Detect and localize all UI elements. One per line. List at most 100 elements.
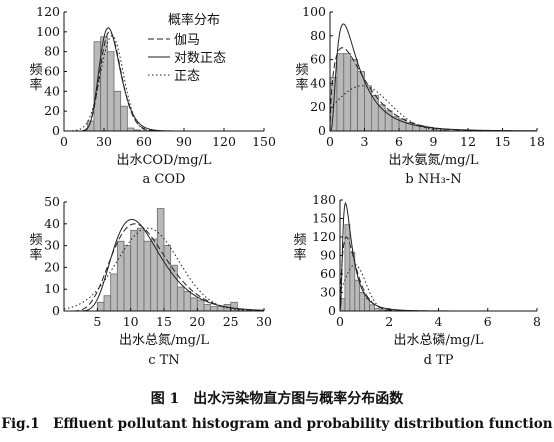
bar-nh3n-1 bbox=[336, 53, 345, 132]
ytick-tn-2: 20 bbox=[44, 259, 60, 274]
ytick-tp-4: 120 bbox=[312, 229, 336, 244]
ylabel-tn-0: 频 bbox=[29, 233, 42, 248]
axes-tp bbox=[339, 200, 537, 312]
panel-cod: 0 30 60 90 120 150 0 20 40 60 80 100 120 频率出水COD/mg/L… bbox=[29, 4, 275, 187]
ytick-cod-1: 20 bbox=[44, 103, 60, 118]
bar-tn-17 bbox=[210, 306, 218, 312]
xtick-cod-0: 0 bbox=[60, 134, 68, 149]
xtick-tp-4: 8 bbox=[533, 314, 541, 329]
ytick-cod-6: 120 bbox=[36, 4, 60, 19]
ytick-nh3n-3: 60 bbox=[310, 52, 326, 67]
xtick-nh3n-0: 0 bbox=[326, 134, 334, 149]
xtick-nh3n-1: 3 bbox=[361, 134, 369, 149]
xtick-tp-2: 4 bbox=[435, 314, 443, 329]
bar-cod-4 bbox=[113, 90, 122, 132]
ytick-tn-0: 0 bbox=[52, 303, 60, 318]
bar-tn-16 bbox=[203, 304, 212, 312]
legend-label-lognormal: 对数正态 bbox=[174, 51, 226, 66]
legend-entry-lognormal: 对数正态 bbox=[148, 51, 226, 66]
xtick-nh3n-4: 12 bbox=[460, 134, 476, 149]
xlabel-nh3n: 出水氨氮/mg/L bbox=[388, 153, 478, 168]
xtick-cod-2: 60 bbox=[136, 134, 152, 149]
legend-label-gamma: 伽马 bbox=[174, 33, 200, 48]
xtick-tn-1: 10 bbox=[123, 314, 139, 329]
ytick-tn-1: 10 bbox=[44, 281, 60, 296]
ytick-cod-3: 60 bbox=[44, 64, 60, 79]
ytick-cod-0: 0 bbox=[52, 123, 60, 138]
ytick-tn-5: 50 bbox=[44, 194, 60, 209]
curve-tp-lognormal bbox=[339, 201, 537, 312]
bar-cod-5 bbox=[120, 105, 128, 132]
xtick-tp-0: 0 bbox=[336, 314, 344, 329]
bar-tp-4 bbox=[359, 292, 366, 312]
xtick-nh3n-3: 9 bbox=[430, 134, 438, 149]
xtick-tp-3: 6 bbox=[484, 314, 492, 329]
bar-tn-11 bbox=[170, 264, 178, 312]
ylabel-nh3n-0: 频 bbox=[295, 63, 308, 78]
xtick-tp-1: 2 bbox=[385, 314, 393, 329]
sublabel-nh3n: b NH₃-N bbox=[405, 172, 461, 187]
xtick-cod-1: 30 bbox=[96, 134, 112, 149]
xtick-tn-0: 5 bbox=[93, 314, 101, 329]
bar-tn-15 bbox=[196, 299, 205, 312]
ytick-nh3n-5: 100 bbox=[302, 4, 326, 19]
xlabel-tp: 出水总磷/mg/L bbox=[393, 333, 483, 348]
xtick-cod-4: 120 bbox=[212, 134, 236, 149]
bar-tn-0 bbox=[96, 301, 105, 312]
bar-tn-13 bbox=[183, 290, 192, 312]
bar-tp-6 bbox=[369, 304, 375, 312]
ytick-cod-5: 100 bbox=[36, 24, 60, 39]
figure-caption-zh: 图 1 出水污染物直方图与概率分布函数 bbox=[151, 390, 405, 407]
ylabel-cod-0: 频 bbox=[29, 63, 42, 78]
curve-tn-lognormal bbox=[64, 218, 265, 312]
ytick-tp-0: 0 bbox=[328, 303, 336, 318]
bar-tp-3 bbox=[354, 279, 361, 312]
bar-tn-5 bbox=[130, 229, 138, 312]
bar-tn-2 bbox=[110, 273, 118, 312]
sublabel-tn: c TN bbox=[148, 353, 179, 368]
ytick-nh3n-2: 40 bbox=[310, 75, 326, 90]
ytick-cod-2: 40 bbox=[44, 83, 60, 98]
ylabel-cod-1: 率 bbox=[29, 77, 42, 93]
ytick-tp-5: 150 bbox=[312, 211, 336, 226]
xtick-tn-5: 30 bbox=[256, 314, 272, 329]
ylabel-tp-1: 率 bbox=[293, 247, 306, 263]
ytick-tn-3: 30 bbox=[44, 238, 60, 253]
bar-tn-1 bbox=[103, 295, 112, 312]
bar-tn-10 bbox=[163, 245, 172, 312]
legend-label-normal: 正态 bbox=[174, 69, 200, 84]
xtick-cod-5: 150 bbox=[252, 134, 276, 149]
sublabel-cod: a COD bbox=[143, 172, 186, 187]
xtick-nh3n-5: 15 bbox=[495, 134, 511, 149]
bar-tn-4 bbox=[123, 245, 132, 312]
xtick-tn-2: 15 bbox=[156, 314, 172, 329]
figure-caption-en: Fig.1 Effluent pollutant histogram and p… bbox=[1, 416, 552, 432]
legend-title: 概率分布 bbox=[168, 12, 220, 28]
legend-entry-gamma: 伽马 bbox=[148, 33, 200, 48]
xtick-nh3n-2: 6 bbox=[395, 134, 403, 149]
ytick-tp-1: 30 bbox=[320, 285, 336, 300]
bar-tn-6 bbox=[136, 227, 145, 312]
xtick-nh3n-6: 18 bbox=[529, 134, 545, 149]
legend-entry-normal: 正态 bbox=[148, 69, 200, 84]
ytick-tp-2: 60 bbox=[320, 266, 336, 281]
ytick-nh3n-0: 0 bbox=[318, 123, 326, 138]
bar-nh3n-2 bbox=[343, 53, 352, 132]
bar-nh3n-3 bbox=[350, 59, 359, 132]
ytick-tp-6: 180 bbox=[312, 192, 336, 207]
bar-tn-12 bbox=[176, 286, 185, 312]
bar-tn-7 bbox=[143, 240, 152, 312]
ytick-cod-4: 80 bbox=[44, 44, 60, 59]
xtick-cod-3: 90 bbox=[176, 134, 192, 149]
xtick-tn-3: 20 bbox=[189, 314, 205, 329]
ylabel-tn-1: 率 bbox=[29, 247, 42, 263]
ytick-nh3n-4: 80 bbox=[310, 28, 326, 43]
ytick-nh3n-1: 20 bbox=[310, 99, 326, 114]
xlabel-tn: 出水总氮/mg/L bbox=[119, 333, 209, 348]
bar-nh3n-4 bbox=[357, 71, 365, 132]
ytick-tn-4: 40 bbox=[44, 216, 60, 231]
